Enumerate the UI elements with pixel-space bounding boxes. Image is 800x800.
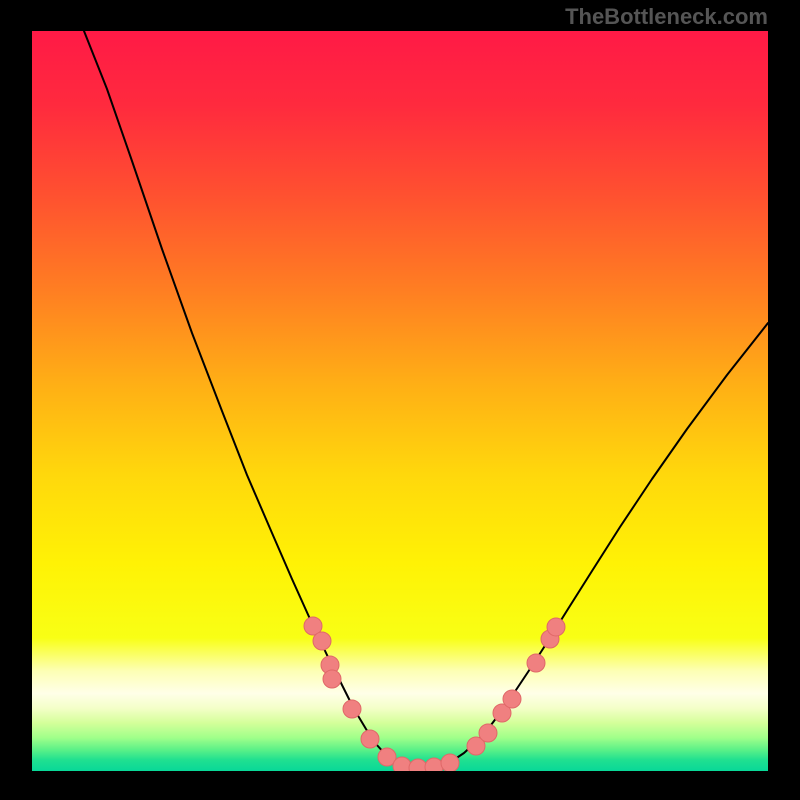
data-markers — [32, 31, 768, 771]
watermark-text: TheBottleneck.com — [565, 4, 768, 30]
data-marker — [409, 759, 427, 771]
data-marker — [361, 730, 379, 748]
data-marker — [547, 618, 565, 636]
data-marker — [313, 632, 331, 650]
chart-area — [32, 30, 769, 771]
data-marker — [323, 670, 341, 688]
data-marker — [441, 754, 459, 771]
stage: TheBottleneck.com — [0, 0, 800, 800]
data-marker — [393, 757, 411, 771]
data-marker — [503, 690, 521, 708]
data-marker — [479, 724, 497, 742]
data-marker — [343, 700, 361, 718]
data-marker — [425, 758, 443, 771]
data-marker — [527, 654, 545, 672]
